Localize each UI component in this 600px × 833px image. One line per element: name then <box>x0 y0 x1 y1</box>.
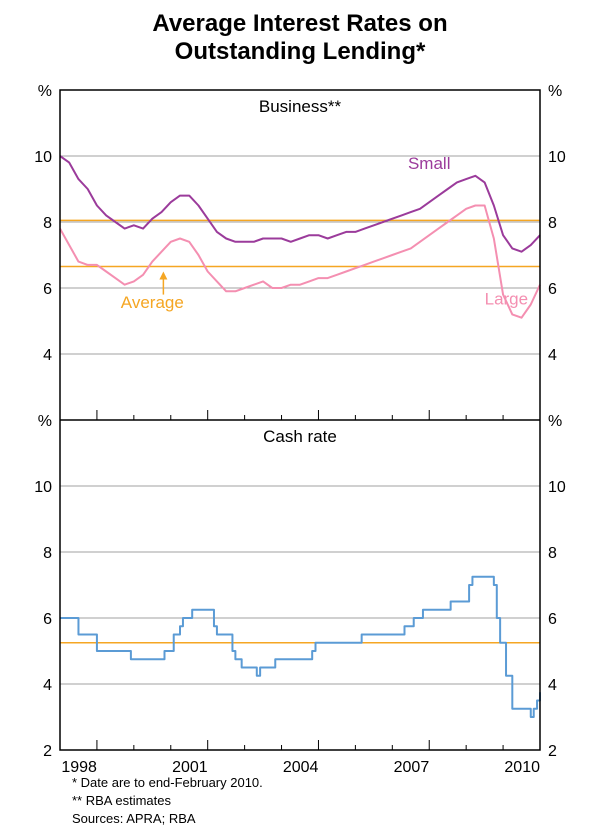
svg-text:6: 6 <box>43 611 52 628</box>
footnote-2: ** RBA estimates <box>72 793 171 808</box>
svg-text:4: 4 <box>548 677 557 694</box>
svg-text:%: % <box>548 413 562 430</box>
svg-text:8: 8 <box>43 545 52 562</box>
svg-text:2001: 2001 <box>172 759 208 776</box>
svg-text:6: 6 <box>43 281 52 298</box>
svg-text:10: 10 <box>34 149 52 166</box>
svg-text:6: 6 <box>548 281 557 298</box>
svg-text:4: 4 <box>548 347 557 364</box>
svg-text:%: % <box>38 413 52 430</box>
svg-text:2004: 2004 <box>283 759 319 776</box>
svg-text:Average: Average <box>121 293 184 312</box>
svg-text:2010: 2010 <box>504 759 540 776</box>
chart-container: Average Interest Rates on Outstanding Le… <box>0 0 600 833</box>
svg-text:8: 8 <box>548 215 557 232</box>
svg-text:4: 4 <box>43 347 52 364</box>
svg-text:4: 4 <box>43 677 52 694</box>
svg-text:Cash rate: Cash rate <box>263 427 337 446</box>
svg-text:6: 6 <box>548 611 557 628</box>
svg-text:10: 10 <box>548 149 566 166</box>
svg-text:2007: 2007 <box>394 759 430 776</box>
svg-text:8: 8 <box>43 215 52 232</box>
footnote-3: Sources: APRA; RBA <box>72 811 196 826</box>
svg-text:1998: 1998 <box>61 759 97 776</box>
svg-text:10: 10 <box>548 479 566 496</box>
chart-svg: Small Large Average Business** 4 4 6 6 8 8 10 10%% C… <box>0 0 600 833</box>
svg-text:%: % <box>548 83 562 100</box>
svg-text:2: 2 <box>548 743 557 760</box>
svg-text:10: 10 <box>34 479 52 496</box>
footnote-1: * Date are to end-February 2010. <box>72 775 263 790</box>
svg-text:%: % <box>38 83 52 100</box>
svg-text:2: 2 <box>43 743 52 760</box>
svg-text:8: 8 <box>548 545 557 562</box>
svg-text:Large: Large <box>485 290 528 309</box>
svg-text:Small: Small <box>408 154 451 173</box>
svg-text:Business**: Business** <box>259 97 342 116</box>
